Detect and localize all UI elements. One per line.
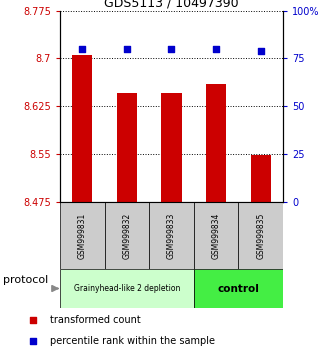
Point (258, 48, 263, 53)
Bar (72, 55, 92, 202)
Text: Grainyhead-like 2 depletion: Grainyhead-like 2 depletion (74, 284, 180, 293)
Title: GDS5113 / 10497390: GDS5113 / 10497390 (104, 0, 239, 10)
Bar (206, 84, 226, 202)
Text: GSM999834: GSM999834 (211, 212, 221, 259)
Point (80, 46, 85, 52)
Text: transformed count: transformed count (50, 315, 141, 325)
Point (169, 46, 174, 52)
Bar (105, 202, 149, 269)
Point (213, 46, 219, 52)
Bar (194, 202, 238, 269)
Bar (194, 269, 283, 308)
Point (31, 317, 36, 323)
Bar (238, 202, 283, 269)
Bar (60, 269, 194, 308)
Text: GSM999832: GSM999832 (122, 212, 132, 258)
Text: GSM999831: GSM999831 (78, 212, 87, 258)
Text: percentile rank within the sample: percentile rank within the sample (50, 336, 215, 346)
Bar (162, 93, 181, 202)
Bar (149, 202, 194, 269)
Bar (60, 202, 105, 269)
Point (124, 46, 130, 52)
Point (31, 338, 36, 344)
Bar (251, 155, 271, 202)
Text: protocol: protocol (3, 275, 49, 285)
Text: GSM999835: GSM999835 (256, 212, 265, 259)
Bar (117, 93, 137, 202)
Text: control: control (217, 284, 259, 293)
Text: GSM999833: GSM999833 (167, 212, 176, 259)
